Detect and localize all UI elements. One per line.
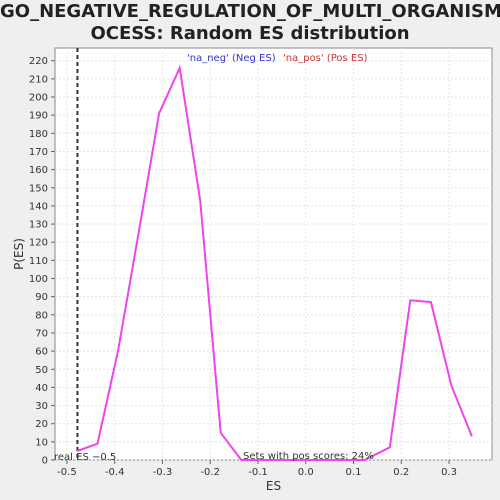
y-tick-label: 10: [35, 437, 48, 448]
y-tick-label: 180: [29, 129, 48, 140]
y-tick-label: 170: [29, 147, 48, 158]
x-tick-label: 0.3: [441, 467, 457, 478]
y-tick-label: 30: [35, 401, 48, 412]
y-tick-label: 0: [42, 456, 48, 467]
y-tick-label: 110: [29, 256, 48, 267]
real-es-label: real ES −0.5: [54, 452, 116, 463]
y-axis-label: P(ES): [12, 238, 26, 270]
y-tick-label: 200: [29, 93, 48, 104]
y-tick-label: 220: [29, 56, 48, 67]
grid: [55, 48, 492, 461]
x-tick-label: 0.2: [393, 467, 409, 478]
y-tick-label: 50: [35, 365, 48, 376]
plot-area: [54, 47, 493, 461]
y-tick-label: 160: [29, 165, 48, 176]
y-tick-label: 140: [29, 201, 48, 212]
x-tick-label: -0.3: [153, 467, 173, 478]
y-tick-label: 120: [29, 238, 48, 249]
x-tick-label: -0.5: [57, 467, 77, 478]
series-line: [77, 64, 473, 461]
series-group: [77, 64, 473, 461]
legend-pos: 'na_pos' (Pos ES): [283, 53, 368, 64]
y-tick-label: 130: [29, 220, 48, 231]
x-axis-label: ES: [266, 479, 281, 493]
y-tick-label: 70: [35, 328, 48, 339]
x-tick-label: -0.4: [105, 467, 125, 478]
x-tick-label: -0.1: [248, 467, 268, 478]
y-tick-label: 190: [29, 111, 48, 122]
x-tick-label: -0.2: [200, 467, 220, 478]
x-tick-label: 0.1: [346, 467, 362, 478]
y-tick-label: 60: [35, 347, 48, 358]
y-tick-label: 80: [35, 310, 48, 321]
chart-title-line-2: OCESS: Random ES distribution: [90, 23, 410, 44]
x-axis: -0.5 -0.4 -0.3 -0.2 -0.1 0.0 0.1 0.2 0.3: [57, 460, 457, 478]
y-tick-label: 90: [35, 292, 48, 303]
y-tick-label: 210: [29, 74, 48, 85]
y-tick-label: 20: [35, 419, 48, 430]
pos-scores-label: Sets with pos scores: 24%: [243, 451, 374, 462]
y-tick-label: 100: [29, 274, 48, 285]
y-tick-label: 150: [29, 183, 48, 194]
chart-title-line-1: GO_NEGATIVE_REGULATION_OF_MULTI_ORGANISM…: [0, 1, 500, 22]
y-tick-label: 40: [35, 383, 48, 394]
legend-neg: 'na_neg' (Neg ES): [187, 53, 276, 64]
y-axis: 0 10 20 30 40 50 60 70 80 90 100 110 120 130 140 150 160…: [29, 56, 55, 467]
x-tick-label: 0.0: [298, 467, 314, 478]
